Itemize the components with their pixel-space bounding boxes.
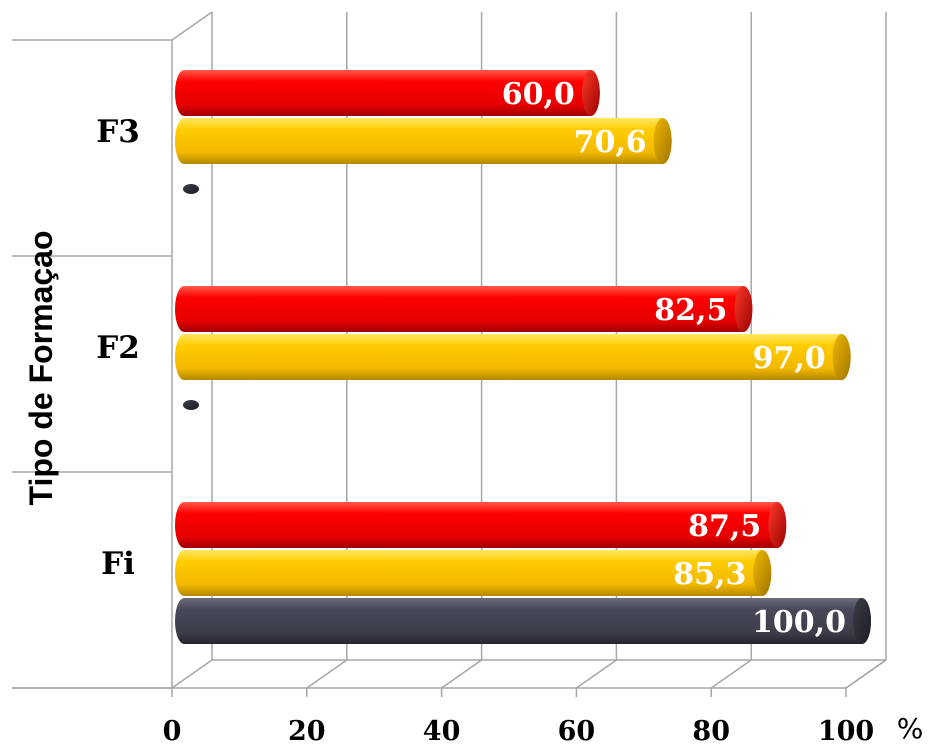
bar (175, 286, 753, 332)
bar-cap (832, 334, 851, 380)
gridline-floor (441, 659, 483, 689)
x-unit-label: % (897, 712, 924, 744)
y-tick-label: Fi (101, 546, 135, 582)
bar-body (175, 502, 787, 548)
x-tick-label: 20 (288, 716, 326, 744)
bar (175, 598, 871, 644)
bar-cap (581, 70, 600, 116)
floor-right-edge (845, 659, 887, 689)
data-label: 85,3 (673, 557, 746, 592)
data-label: 97,0 (753, 341, 826, 376)
axis-left-top (171, 11, 213, 41)
y-axis-title: Tipo de Formaçao (23, 230, 59, 505)
labels: 0 20 40 60 80 100 Fi 100,085,3 87,5 F2 97,0 82,5 F3 7… (23, 77, 923, 744)
gridline-floor (171, 659, 213, 689)
bar (175, 334, 851, 380)
bar-cap (734, 286, 753, 332)
data-label: 87,5 (688, 509, 761, 544)
bar-cap (753, 550, 772, 596)
data-label: 60,0 (502, 77, 575, 112)
bar-cap (653, 118, 672, 164)
x-tick-label: 80 (692, 716, 730, 744)
bar-body (175, 70, 600, 116)
gridline-floor (306, 659, 348, 689)
bar (175, 550, 772, 596)
x-tick-label: 40 (423, 716, 461, 744)
bars (175, 70, 871, 644)
data-label: 70,6 (574, 125, 647, 160)
bar-body (175, 334, 851, 380)
bar-body (175, 550, 772, 596)
bar (183, 400, 199, 410)
bar (175, 502, 787, 548)
x-tick-label: 100 (818, 716, 874, 744)
bar (183, 184, 199, 194)
bar-cap (183, 400, 199, 410)
bar-body (175, 118, 672, 164)
bar-cap (183, 184, 199, 194)
x-tick-label: 0 (163, 716, 182, 744)
bar (175, 118, 672, 164)
y-tick-label: F3 (96, 114, 140, 150)
bar-cap (853, 598, 871, 644)
gridline-floor (710, 659, 752, 689)
data-label: 82,5 (654, 293, 727, 328)
y-tick-label: F2 (96, 330, 140, 366)
gridline-floor (575, 659, 617, 689)
bar-body (175, 598, 871, 644)
data-label: 100,0 (752, 605, 846, 640)
bar (175, 70, 600, 116)
bar-body (175, 286, 753, 332)
x-tick-label: 60 (558, 716, 596, 744)
bar-cap (768, 502, 787, 548)
